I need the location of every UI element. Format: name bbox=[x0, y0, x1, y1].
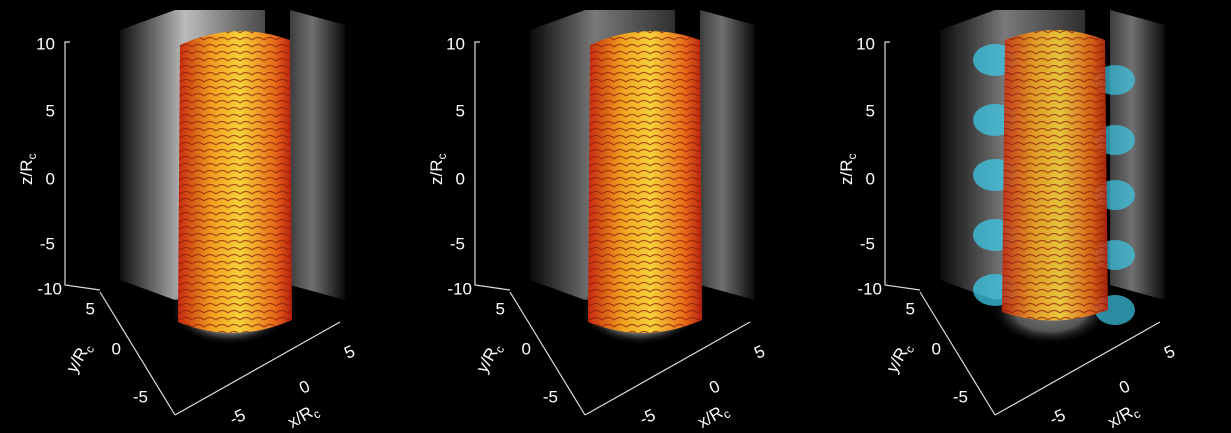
z-tick-label: -10 bbox=[447, 279, 472, 298]
y-tick-label: 0 bbox=[932, 339, 941, 358]
z-tick-label: 10 bbox=[856, 34, 875, 53]
y-axis-label: y/Rc bbox=[63, 339, 98, 377]
x-tick-label: 0 bbox=[1116, 376, 1133, 397]
y-axis-label: y/Rc bbox=[473, 339, 508, 377]
figure: 1050-5-1050-5-505z/Rcy/Rcx/Rc1050-5-1050… bbox=[0, 0, 1231, 428]
y-tick-label: -5 bbox=[953, 387, 968, 406]
z-tick-label: 10 bbox=[36, 34, 55, 53]
z-tick-label: 0 bbox=[456, 169, 465, 188]
page: {"panels": [ {"z_ticks": [10, 5, 0, -5, … bbox=[0, 0, 1231, 428]
x-tick-label: 5 bbox=[751, 341, 768, 362]
z-tick-label: -5 bbox=[860, 234, 875, 253]
z-tick-label: 10 bbox=[446, 34, 465, 53]
z-tick-label: 0 bbox=[866, 169, 875, 188]
z-axis-label: z/Rc bbox=[427, 154, 449, 186]
z-tick-label: 5 bbox=[456, 101, 465, 120]
z-axis-label-sub: c bbox=[845, 154, 859, 160]
side-wall bbox=[700, 10, 755, 300]
z-axis-label-sub: c bbox=[435, 154, 449, 160]
x-tick-label: 5 bbox=[341, 341, 358, 362]
y-tick-label: 5 bbox=[86, 299, 95, 318]
z-axis-label: z/Rc bbox=[837, 154, 859, 186]
z-axis bbox=[885, 42, 920, 290]
z-tick-label: 0 bbox=[46, 169, 55, 188]
x-tick-label: -5 bbox=[1047, 405, 1069, 428]
x-axis-label-text: x/R bbox=[695, 403, 727, 428]
y-tick-label: -5 bbox=[543, 387, 558, 406]
y-tick-label: 5 bbox=[906, 299, 915, 318]
z-tick-label: -10 bbox=[857, 279, 882, 298]
z-tick-label: -5 bbox=[40, 234, 55, 253]
x-tick-label: 5 bbox=[1161, 341, 1178, 362]
x-tick-label: 0 bbox=[296, 376, 313, 397]
z-axis bbox=[65, 42, 100, 290]
y-tick-label: 0 bbox=[522, 339, 531, 358]
x-axis-label-text: x/R bbox=[1105, 403, 1137, 428]
z-tick-label: 5 bbox=[46, 101, 55, 120]
z-axis bbox=[475, 42, 510, 290]
field-lines bbox=[178, 31, 292, 333]
y-tick-label: 5 bbox=[496, 299, 505, 318]
z-axis-label-text: z/R bbox=[427, 160, 446, 186]
z-axis-label-text: z/R bbox=[837, 160, 856, 186]
z-axis-label-sub: c bbox=[25, 154, 39, 160]
x-axis-label: x/Rc bbox=[1105, 400, 1143, 428]
y-axis-label: y/Rc bbox=[883, 339, 918, 377]
x-axis-label: x/Rc bbox=[695, 400, 733, 428]
x-tick-label: -5 bbox=[227, 405, 249, 428]
z-tick-label: -10 bbox=[37, 279, 62, 298]
y-tick-label: 0 bbox=[112, 339, 121, 358]
x-axis-label: x/Rc bbox=[285, 400, 323, 428]
z-axis-label-text: z/R bbox=[17, 160, 36, 186]
z-axis-label: z/Rc bbox=[17, 154, 39, 186]
field-lines bbox=[588, 31, 702, 333]
field-lines bbox=[1002, 30, 1108, 321]
side-wall bbox=[290, 10, 345, 300]
x-tick-label: -5 bbox=[637, 405, 659, 428]
y-tick-label: -5 bbox=[133, 387, 148, 406]
x-tick-label: 0 bbox=[706, 376, 723, 397]
z-tick-label: 5 bbox=[866, 101, 875, 120]
x-axis-label-text: x/R bbox=[285, 403, 317, 428]
z-tick-label: -5 bbox=[450, 234, 465, 253]
